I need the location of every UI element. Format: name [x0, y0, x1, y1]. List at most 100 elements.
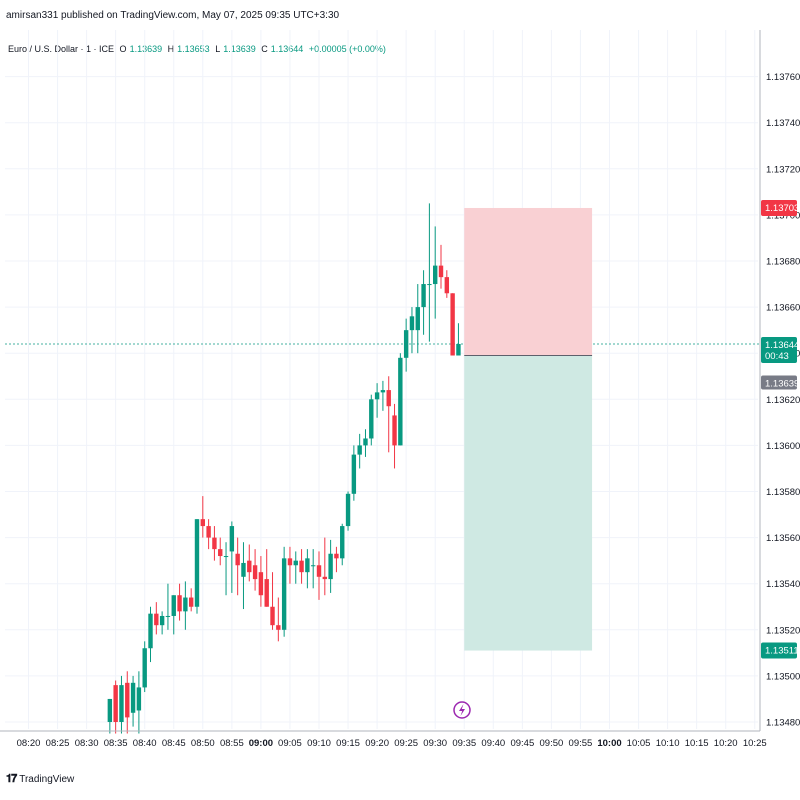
brand-name: TradingView [19, 774, 75, 785]
low-value: 1.13639 [223, 44, 256, 54]
x-tick-label: 08:50 [191, 738, 215, 749]
target-price-label: 1.13511 [765, 646, 799, 657]
x-tick-label: 09:05 [278, 738, 302, 749]
candle-body [427, 284, 432, 286]
candle-body [142, 648, 147, 688]
x-tick-label: 08:45 [162, 738, 186, 749]
x-tick-label: 10:00 [597, 738, 621, 749]
candle-body [438, 265, 444, 278]
candle-body [386, 390, 391, 407]
tradingview-logo-icon: 𝟏𝟕 [6, 773, 17, 785]
stop-price-label-bg [761, 199, 797, 216]
stop-price-label: 1.13703 [765, 203, 799, 214]
candle-body [421, 284, 426, 308]
x-tick-label: 09:35 [452, 738, 476, 749]
x-tick-label: 10:05 [627, 738, 651, 749]
candle-body [107, 698, 113, 722]
candle-body [241, 562, 246, 577]
candle-body [171, 595, 176, 616]
close-value: 1.13644 [270, 44, 304, 54]
candle-body [252, 565, 258, 580]
candle-body [258, 572, 264, 596]
symbol-name[interactable]: Euro / U.S. Dollar · 1 · ICE [8, 44, 115, 54]
candle-body [223, 556, 229, 558]
candle-body [212, 537, 217, 550]
close-label: C [261, 44, 268, 54]
x-tick-label: 09:55 [569, 738, 593, 749]
candle-body [380, 390, 386, 393]
candle-body [113, 685, 118, 722]
candle-body [456, 343, 461, 356]
y-tick-label: 1.13740 [766, 118, 800, 129]
x-tick-label: 09:40 [481, 738, 505, 749]
candle-body [357, 445, 362, 455]
flash-icon[interactable] [453, 701, 471, 719]
candle-body [369, 399, 374, 439]
candle-body [148, 613, 153, 649]
candle-body [177, 595, 182, 612]
candle-body [403, 330, 409, 358]
candle-body [200, 519, 205, 527]
change-value: +0.00005 (+0.00%) [308, 44, 386, 54]
candle-body [351, 454, 357, 494]
x-tick-label: 08:40 [133, 738, 157, 749]
candle-body [328, 553, 333, 580]
y-tick-label: 1.13480 [766, 718, 800, 729]
y-tick-label: 1.13720 [766, 164, 800, 175]
candle-body [392, 415, 397, 446]
candle-body [119, 685, 124, 722]
y-tick-label: 1.13520 [766, 625, 800, 636]
open-label: O [119, 44, 127, 54]
x-tick-label: 08:20 [17, 738, 41, 749]
x-tick-label: 09:00 [249, 738, 273, 749]
x-tick-label: 09:15 [336, 738, 360, 749]
candle-body [270, 606, 275, 626]
x-tick-label: 10:25 [743, 738, 767, 749]
candle-body [433, 265, 438, 285]
candle-body [374, 392, 380, 400]
candle-body [159, 615, 165, 626]
candles [107, 203, 461, 734]
candle-body [299, 560, 304, 573]
candle-body [276, 625, 281, 630]
candle-body [450, 293, 455, 356]
y-tick-label: 1.13680 [766, 257, 800, 268]
candle-body [229, 526, 235, 552]
candle-body [345, 493, 351, 527]
y-tick-label: 1.13560 [766, 533, 800, 544]
candle-body [287, 558, 293, 566]
stop-loss-zone [464, 207, 593, 356]
x-tick-label: 08:25 [46, 738, 70, 749]
high-label: H [167, 44, 175, 54]
footer-brand[interactable]: 𝟏𝟕 TradingView [6, 773, 74, 786]
candle-body [130, 682, 136, 713]
x-tick-label: 09:10 [307, 738, 331, 749]
target-price-label-bg [761, 642, 797, 659]
x-tick-label: 09:20 [365, 738, 389, 749]
position-zones[interactable] [464, 207, 593, 651]
candle-body [293, 560, 298, 566]
candle-body [125, 682, 130, 718]
candle-body [183, 597, 188, 612]
last-price-label-sub: 00:43 [765, 351, 789, 362]
candle-body [310, 565, 316, 567]
y-tick-label: 1.13540 [766, 579, 800, 590]
y-tick-label: 1.13760 [766, 72, 800, 83]
candle-body [188, 597, 194, 607]
high-value: 1.13653 [177, 44, 210, 54]
y-tick-label: 1.13620 [766, 395, 800, 406]
x-tick-label: 09:50 [540, 738, 564, 749]
candle-body [235, 553, 240, 566]
candle-body [340, 526, 345, 559]
y-tick-label: 1.13660 [766, 303, 800, 314]
candle-body [444, 277, 450, 294]
candle-body [363, 438, 368, 446]
x-tick-label: 08:30 [75, 738, 99, 749]
take-profit-zone [464, 355, 593, 651]
entry-price-label-bg [761, 375, 797, 390]
x-tick-label: 09:30 [423, 738, 447, 749]
candle-body [206, 526, 211, 538]
